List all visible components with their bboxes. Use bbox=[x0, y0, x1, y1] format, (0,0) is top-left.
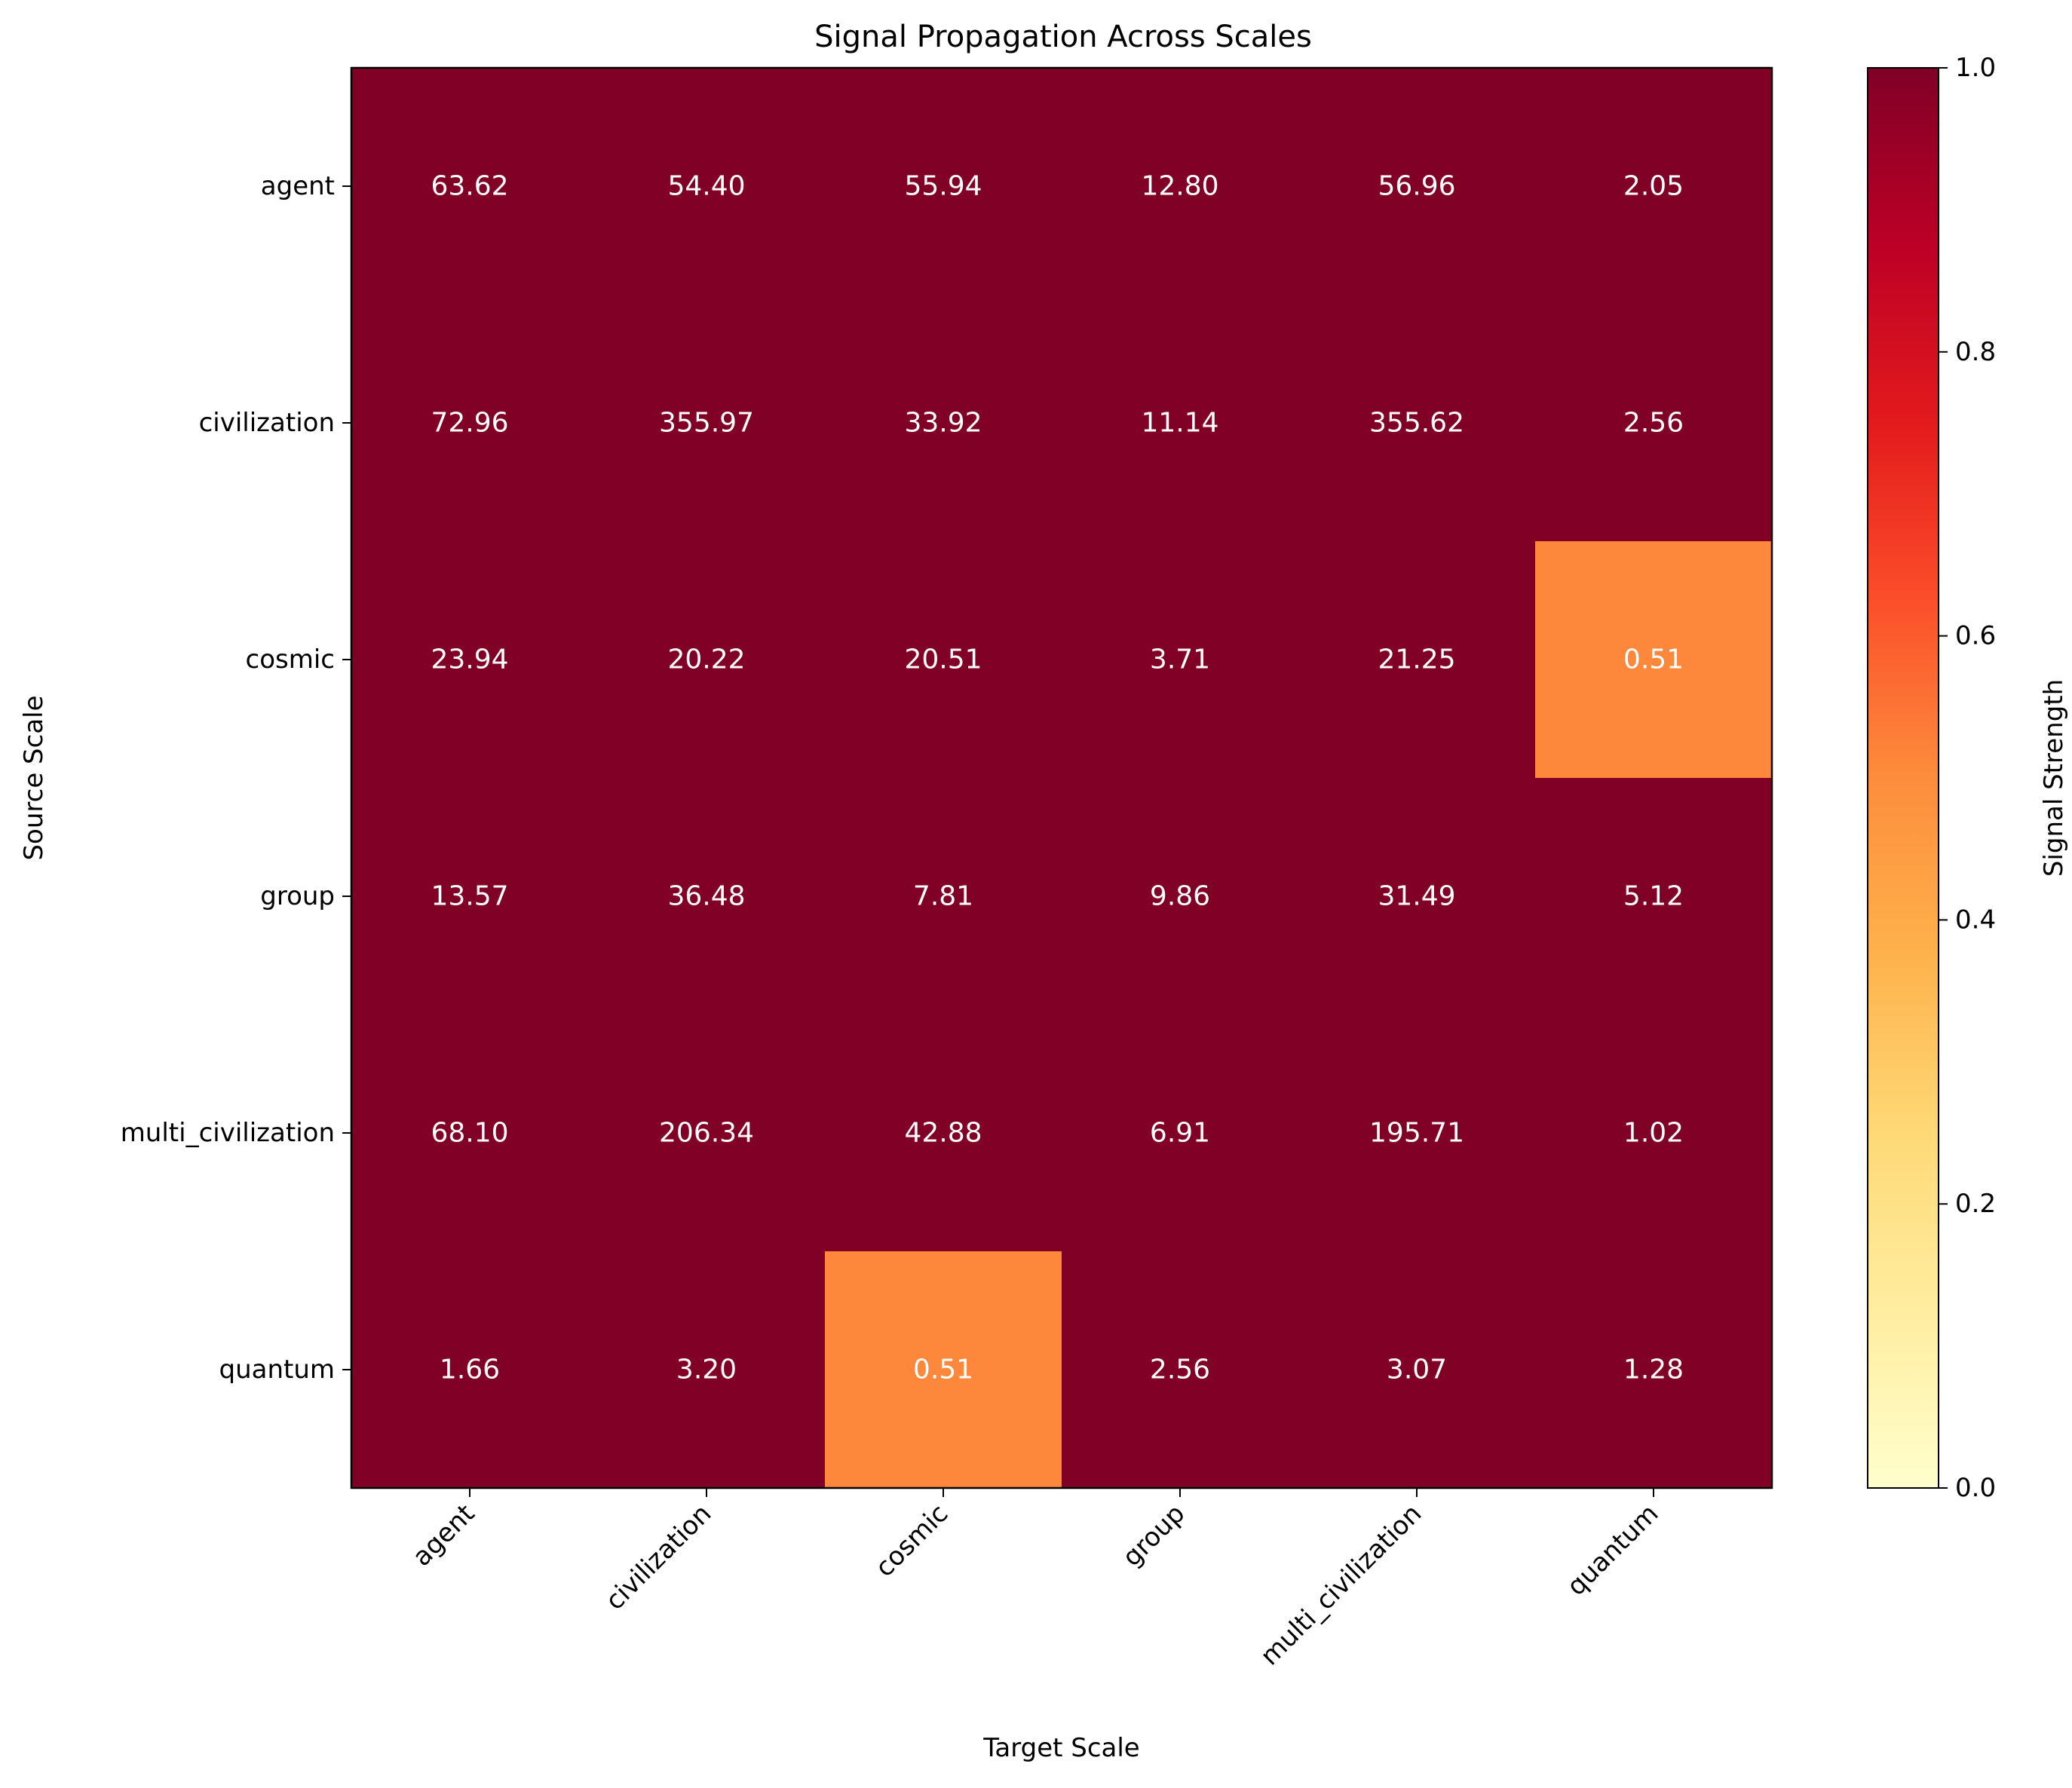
heatmap-cell bbox=[351, 68, 589, 305]
cell-value-label: 1.66 bbox=[440, 1355, 500, 1385]
cell-value-label: 11.14 bbox=[1141, 408, 1218, 439]
cell-value-label: 20.51 bbox=[904, 644, 982, 675]
cell-value-label: 33.92 bbox=[904, 408, 982, 439]
heatmap-cell bbox=[1535, 1251, 1773, 1489]
heatmap-cell bbox=[1535, 68, 1773, 305]
cell-value-label: 206.34 bbox=[659, 1118, 754, 1149]
heatmap-cell bbox=[1535, 305, 1773, 542]
heatmap-cell bbox=[1062, 778, 1299, 1015]
cell-value-label: 355.97 bbox=[659, 408, 754, 439]
cell-value-label: 13.57 bbox=[431, 881, 508, 912]
colorbar-tick-label: 0.0 bbox=[1955, 1473, 1996, 1503]
colorbar-ticks: 0.0 0.2 0.4 0.6 0.8 1.0 bbox=[1939, 53, 1996, 1503]
cell-value-label: 2.56 bbox=[1623, 408, 1684, 439]
colorbar-tick-label: 0.4 bbox=[1955, 905, 1996, 935]
heatmap-cell bbox=[351, 778, 589, 1015]
colorbar-tick-label: 0.2 bbox=[1955, 1189, 1996, 1219]
heatmap-cell bbox=[588, 1015, 826, 1252]
heatmap-cell bbox=[1062, 541, 1299, 779]
heatmap-cell bbox=[1535, 541, 1773, 779]
cell-value-label: 1.28 bbox=[1623, 1355, 1684, 1385]
heatmap-cell bbox=[1298, 541, 1536, 779]
heatmap-cell bbox=[588, 305, 826, 542]
heatmap-cell bbox=[1298, 305, 1536, 542]
heatmap-cell bbox=[351, 1251, 589, 1489]
cell-value-label: 1.02 bbox=[1623, 1118, 1684, 1149]
heatmap-cell bbox=[351, 305, 589, 542]
cell-value-label: 55.94 bbox=[904, 171, 982, 202]
plot-frame bbox=[350, 66, 1773, 1489]
x-axis-label: Target Scale bbox=[982, 1733, 1139, 1763]
cell-value-label: 2.56 bbox=[1150, 1355, 1210, 1385]
colorbar bbox=[1867, 67, 1939, 1489]
heatmap-cell bbox=[588, 778, 826, 1015]
cell-value-label: 21.25 bbox=[1378, 644, 1455, 675]
heatmap-cell bbox=[1298, 778, 1536, 1015]
cell-value-label: 20.22 bbox=[667, 644, 745, 675]
colorbar-label: Signal Strength bbox=[2039, 679, 2069, 877]
colorbar-tick-label: 0.8 bbox=[1955, 337, 1996, 367]
cell-value-label: 42.88 bbox=[904, 1118, 982, 1149]
heatmap-cell bbox=[1535, 1015, 1773, 1252]
cell-value-label: 63.62 bbox=[431, 171, 508, 202]
heatmap-cell bbox=[825, 68, 1062, 305]
cell-value-label: 3.71 bbox=[1150, 644, 1210, 675]
heatmap-cell bbox=[825, 1015, 1062, 1252]
heatmap-cell bbox=[1298, 1251, 1536, 1489]
cell-value-label: 2.05 bbox=[1623, 171, 1684, 202]
cell-value-label: 6.91 bbox=[1150, 1118, 1210, 1149]
cell-value-label: 23.94 bbox=[431, 644, 508, 675]
cell-value-labels: 63.62 54.40 55.94 12.80 56.96 2.05 72.96 355.97… bbox=[431, 171, 1684, 1385]
cell-value-label: 72.96 bbox=[431, 408, 508, 439]
y-tick-label: cosmic bbox=[246, 644, 335, 675]
cell-value-label: 12.80 bbox=[1141, 171, 1218, 202]
colorbar-tick-label: 1.0 bbox=[1955, 53, 1996, 83]
heatmap-cell bbox=[351, 1015, 589, 1252]
cell-value-label: 0.51 bbox=[1623, 644, 1684, 675]
heatmap-cell bbox=[351, 541, 589, 779]
cell-value-label: 7.81 bbox=[913, 881, 973, 912]
heatmap-cell bbox=[1535, 778, 1773, 1015]
y-axis-label: Source Scale bbox=[19, 695, 49, 860]
cell-value-label: 355.62 bbox=[1369, 408, 1464, 439]
heatmap-cell bbox=[588, 541, 826, 779]
cell-value-label: 9.86 bbox=[1150, 881, 1210, 912]
y-tick-label: civilization bbox=[199, 408, 335, 438]
y-tick-label: multi_civilization bbox=[121, 1118, 335, 1148]
cell-value-label: 5.12 bbox=[1623, 881, 1684, 912]
heatmap-cell bbox=[588, 68, 826, 305]
heatmap-cell bbox=[825, 305, 1062, 542]
heatmap-cell bbox=[1062, 1015, 1299, 1252]
cell-value-label: 54.40 bbox=[667, 171, 745, 202]
heatmap-cell bbox=[825, 778, 1062, 1015]
cell-value-label: 31.49 bbox=[1378, 881, 1455, 912]
cell-value-label: 68.10 bbox=[431, 1118, 508, 1149]
heatmap-cell bbox=[825, 1251, 1062, 1489]
cell-value-label: 56.96 bbox=[1378, 171, 1455, 202]
y-axis-ticks: agent civilization cosmic group multi_civili… bbox=[121, 171, 351, 1385]
heatmap-cell bbox=[1298, 1015, 1536, 1252]
heatmap-cell bbox=[825, 541, 1062, 779]
cell-value-label: 3.07 bbox=[1387, 1355, 1447, 1385]
y-tick-label: agent bbox=[261, 171, 335, 201]
heatmap-cell bbox=[1062, 305, 1299, 542]
colorbar-tick-label: 0.6 bbox=[1955, 621, 1996, 651]
chart-title: Signal Propagation Across Scales bbox=[814, 20, 1312, 54]
cell-value-label: 0.51 bbox=[913, 1355, 973, 1385]
heatmap-cell bbox=[1062, 1251, 1299, 1489]
cell-value-label: 195.71 bbox=[1369, 1118, 1464, 1149]
heatmap-cell bbox=[1062, 68, 1299, 305]
y-tick-label: quantum bbox=[219, 1355, 335, 1385]
cell-value-label: 3.20 bbox=[676, 1355, 737, 1385]
heatmap-cells bbox=[351, 68, 1773, 1489]
heatmap-cell bbox=[1298, 68, 1536, 305]
cell-value-label: 36.48 bbox=[667, 881, 745, 912]
y-tick-label: group bbox=[260, 881, 335, 911]
heatmap-cell bbox=[588, 1251, 826, 1489]
